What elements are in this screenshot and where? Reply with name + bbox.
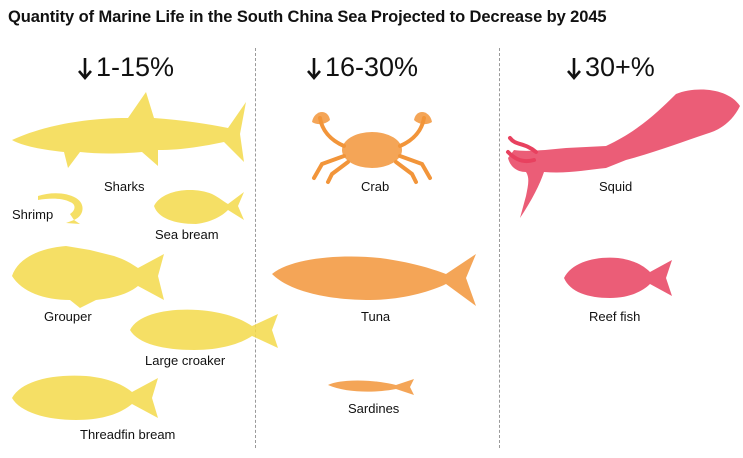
column-heading-3: 30+%	[565, 52, 655, 83]
species-label-tuna: Tuna	[361, 309, 391, 324]
down-arrow-icon	[78, 57, 92, 80]
column-divider-2	[499, 48, 500, 448]
column-heading-1-text: 1-15%	[96, 52, 175, 82]
species-label-large-croaker: Large croaker	[145, 353, 226, 368]
fish-icon	[270, 252, 484, 310]
shrimp-icon	[36, 190, 88, 224]
species-label-sea-bream: Sea bream	[155, 227, 219, 242]
fish-icon	[10, 372, 160, 424]
species-label-shrimp: Shrimp	[12, 207, 54, 222]
fish-icon	[152, 186, 246, 226]
column-heading-1: 1-15%	[76, 52, 174, 83]
column-divider-1	[255, 48, 256, 448]
fish-icon	[128, 306, 280, 352]
squid-icon	[506, 86, 742, 218]
fish-icon	[562, 254, 674, 300]
species-label-squid: Squid	[599, 179, 633, 194]
species-label-grouper: Grouper	[44, 309, 92, 324]
column-heading-2-text: 16-30%	[325, 52, 419, 82]
species-label-threadfin-bream: Threadfin bream	[80, 427, 176, 442]
shark-icon	[8, 88, 248, 183]
species-label-sharks: Sharks	[104, 179, 145, 194]
column-heading-3-text: 30+%	[585, 52, 655, 82]
chart-title: Quantity of Marine Life in the South Chi…	[8, 8, 607, 26]
crab-icon	[304, 106, 440, 184]
down-arrow-icon	[567, 57, 581, 80]
species-label-crab: Crab	[361, 179, 390, 194]
species-label-reef-fish: Reef fish	[589, 309, 641, 324]
column-heading-2: 16-30%	[305, 52, 418, 83]
fish-icon	[326, 377, 416, 397]
species-label-sardines: Sardines	[348, 401, 400, 416]
fish-icon	[10, 242, 166, 308]
down-arrow-icon	[307, 57, 321, 80]
